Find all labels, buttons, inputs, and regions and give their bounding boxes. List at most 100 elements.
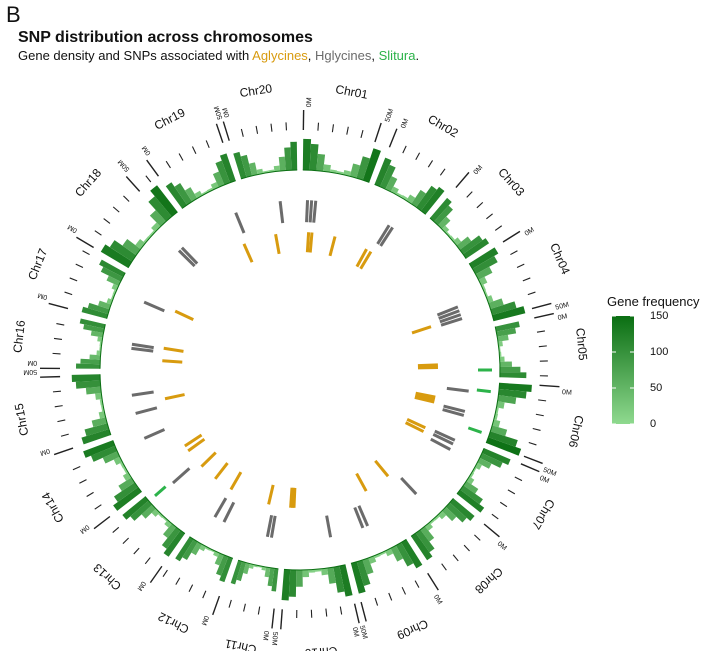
density-bar xyxy=(483,290,489,298)
axis-tick xyxy=(52,390,61,393)
chromosome-label: Chr15 xyxy=(12,402,32,437)
density-bar xyxy=(379,550,387,556)
snp-mark xyxy=(163,346,184,353)
subtitle-group: Aglycines xyxy=(252,48,308,63)
snp-mark xyxy=(164,393,185,401)
density-bar xyxy=(81,429,111,445)
density-bar xyxy=(308,569,316,573)
axis-tick xyxy=(271,608,275,629)
snp-mark xyxy=(400,476,418,496)
track-baseline xyxy=(240,169,298,180)
density-bar xyxy=(327,567,336,584)
density-bar xyxy=(120,462,126,469)
chromosome-label: Chr06 xyxy=(566,414,587,449)
axis-tick xyxy=(122,537,130,545)
tick-label: 50M xyxy=(23,368,37,375)
axis-tick xyxy=(374,122,382,143)
axis-tick xyxy=(486,213,493,220)
tick-label: 0M xyxy=(141,144,152,156)
density-bar xyxy=(469,471,475,478)
density-bar xyxy=(411,189,426,208)
density-bar xyxy=(429,518,436,525)
density-bar xyxy=(472,255,498,275)
tick-label: 0M xyxy=(473,164,485,176)
tick-label: 0M xyxy=(27,359,37,366)
colorbar-legend: Gene frequency 0 50 100 150 xyxy=(607,294,700,430)
axis-tick xyxy=(452,554,459,562)
legend-title: Gene frequency xyxy=(607,294,700,309)
density-bar xyxy=(499,372,527,379)
density-bar xyxy=(261,566,267,571)
axis-tick xyxy=(188,584,194,593)
density-bar xyxy=(490,301,517,316)
density-bar xyxy=(350,561,366,594)
density-bar xyxy=(87,302,110,314)
tick-label: 0M xyxy=(261,630,269,641)
track-baseline xyxy=(189,536,234,559)
axis-tick xyxy=(538,345,547,348)
axis-tick xyxy=(520,463,540,473)
colorbar-label: 50 xyxy=(650,382,662,394)
colorbar-label: 150 xyxy=(650,310,668,322)
density-bar xyxy=(76,363,101,369)
density-bar xyxy=(90,330,104,338)
snp-mark xyxy=(177,249,196,268)
density-bar xyxy=(472,467,477,473)
snp-mark xyxy=(187,437,206,453)
axis-tick xyxy=(491,513,499,520)
track-baseline xyxy=(485,382,501,444)
axis-tick xyxy=(175,577,181,585)
snp-mark xyxy=(476,388,491,394)
snp-mark xyxy=(131,342,154,350)
density-bar xyxy=(296,569,303,587)
density-bar xyxy=(456,489,485,513)
tick-label: 0M xyxy=(432,594,443,606)
tick-label: 0M xyxy=(306,97,313,107)
snp-mark xyxy=(214,462,229,480)
axis-tick xyxy=(439,168,446,176)
axis-tick xyxy=(86,491,94,497)
density-bar xyxy=(401,195,408,201)
density-bar xyxy=(230,560,243,585)
density-bar xyxy=(98,300,112,310)
density-bar xyxy=(333,566,345,593)
density-bar xyxy=(206,187,214,193)
density-bar xyxy=(368,555,377,564)
tick-label: 50M xyxy=(358,625,368,640)
density-bar xyxy=(415,529,435,553)
density-bar xyxy=(356,559,371,586)
snp-mark xyxy=(312,200,318,223)
tick-label: 50M xyxy=(270,632,278,646)
density-bar xyxy=(98,411,106,419)
chromosome-label: Chr16 xyxy=(10,319,28,353)
chromosome-label: Chr05 xyxy=(573,327,590,361)
density-bar xyxy=(75,380,101,389)
density-bar xyxy=(233,151,247,179)
density-bar xyxy=(356,156,371,181)
axis-tick xyxy=(532,427,541,431)
axis-tick xyxy=(53,447,74,456)
axis-tick xyxy=(427,160,434,168)
tick-label: 0M xyxy=(562,389,572,397)
density-bar xyxy=(89,354,101,360)
axis-tick xyxy=(40,375,61,378)
tick-label: 0M xyxy=(496,541,508,553)
snp-mark xyxy=(278,200,285,224)
density-bar xyxy=(339,564,353,597)
density-bar xyxy=(164,520,172,528)
density-bar xyxy=(463,481,479,494)
axis-tick xyxy=(178,153,184,161)
snp-mark xyxy=(406,418,426,430)
track-baseline xyxy=(144,496,186,534)
chart-title: SNP distribution across chromosomes xyxy=(18,29,313,46)
axis-tick xyxy=(144,557,151,565)
density-bar xyxy=(490,425,508,437)
axis-tick xyxy=(536,330,545,333)
axis-tick xyxy=(494,225,503,231)
density-bar xyxy=(267,567,275,587)
track-baseline xyxy=(429,217,467,259)
density-bar xyxy=(122,496,149,520)
density-bar xyxy=(109,240,137,262)
chromosome-label: Chr02 xyxy=(425,112,461,141)
